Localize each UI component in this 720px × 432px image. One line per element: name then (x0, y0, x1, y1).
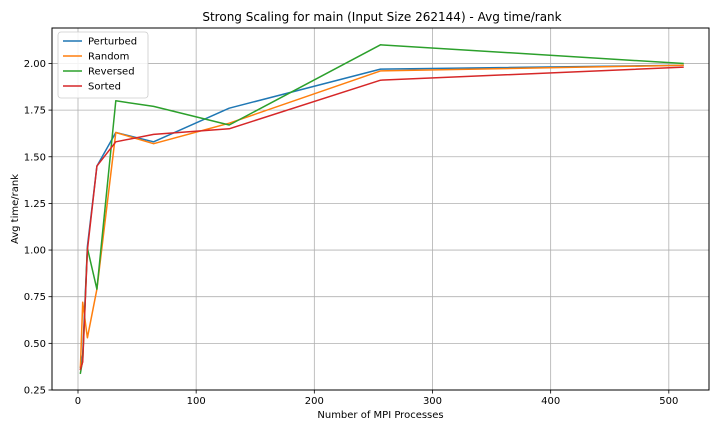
legend-label-reversed: Reversed (88, 67, 135, 78)
x-tick-label: 300 (423, 396, 442, 407)
x-tick-label: 0 (75, 396, 81, 407)
y-tick-label: 2.00 (24, 59, 46, 70)
chart-title: Strong Scaling for main (Input Size 2621… (202, 10, 561, 24)
y-tick-label: 1.50 (24, 152, 46, 163)
legend-box (57, 31, 149, 99)
legend-label-perturbed: Perturbed (88, 37, 137, 48)
y-tick-label: 1.75 (24, 106, 46, 117)
y-axis-label: Avg time/rank (10, 174, 21, 244)
y-tick-label: 0.75 (24, 292, 46, 303)
grid-lines (52, 28, 709, 391)
x-tick-label: 500 (659, 396, 678, 407)
legend: Perturbed Random Reversed Sorted (57, 31, 149, 99)
series-line-sorted (79, 66, 684, 371)
y-tick-label: 1.25 (24, 199, 46, 210)
series-lines (79, 44, 684, 375)
x-tick-label: 200 (305, 396, 324, 407)
legend-label-sorted: Sorted (88, 82, 121, 93)
x-tick-label: 400 (541, 396, 560, 407)
plot-frame (51, 27, 710, 391)
y-tick-label: 0.50 (24, 339, 46, 350)
y-tick-label: 0.25 (24, 386, 46, 397)
x-tick-label: 100 (187, 396, 206, 407)
y-tick-label: 1.00 (24, 246, 46, 257)
x-axis-label: Number of MPI Processes (317, 410, 443, 421)
axis-ticks: 0 100 200 300 400 500 0.25 0.50 0.75 1.00 1.25 1.50… (24, 59, 679, 407)
legend-label-random: Random (88, 52, 129, 63)
